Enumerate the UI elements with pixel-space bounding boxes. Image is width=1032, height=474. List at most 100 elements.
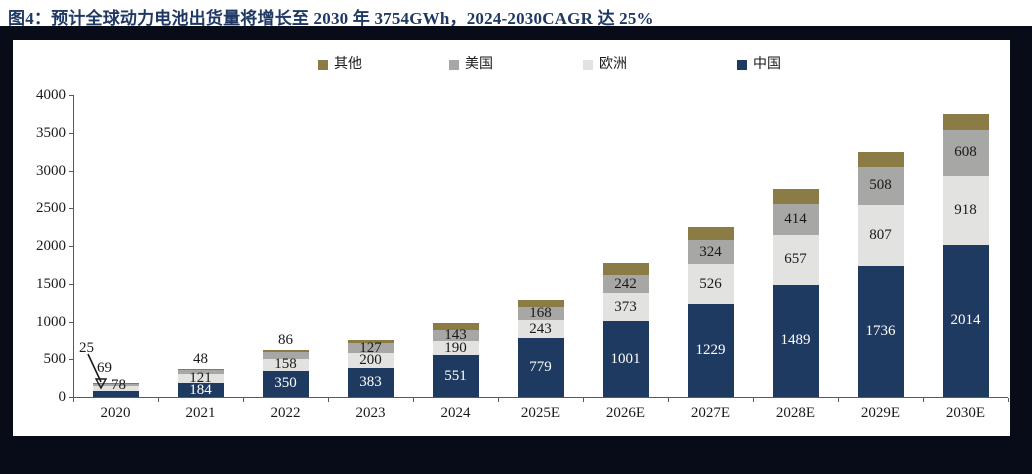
bar-segment-美国 <box>942 129 989 176</box>
y-tick-label: 4000 <box>36 87 66 103</box>
bar-label-美国: 86 <box>278 331 293 348</box>
bar-segment-美国 <box>602 274 649 294</box>
bar-segment-欧洲 <box>262 358 309 371</box>
x-axis-label: 2023 <box>355 405 386 421</box>
bar-label-美国: 127 <box>359 339 382 356</box>
bar-segment-欧洲 <box>517 319 564 339</box>
bar-segment-中国 <box>347 368 394 397</box>
bar-segment-欧洲 <box>602 293 649 322</box>
bar-segment-其他 <box>942 113 989 130</box>
x-tickmark <box>413 398 414 402</box>
x-axis-line <box>73 397 1008 398</box>
y-tick-label: 1000 <box>36 313 66 330</box>
y-tick-label: 3500 <box>36 124 66 141</box>
legend-swatch-icon <box>318 60 328 70</box>
bar-segment-美国 <box>177 370 224 374</box>
x-axis-label: 2024 <box>440 405 471 421</box>
bar-segment-中国 <box>92 391 139 397</box>
x-axis-label: 2022 <box>270 405 301 421</box>
y-tickmark <box>69 283 73 285</box>
bar-label-美国: 324 <box>699 243 722 260</box>
y-tickmark <box>69 321 73 323</box>
bar-label-美国: 508 <box>869 177 892 194</box>
x-axis-label: 2028E <box>775 405 816 421</box>
bar-label-美国: 414 <box>784 210 807 227</box>
legend-swatch-icon <box>449 60 459 70</box>
bar-label-欧洲: 121 <box>189 370 212 387</box>
y-tick-label: 1500 <box>36 275 66 292</box>
bar-segment-美国 <box>92 384 139 386</box>
y-tickmark <box>69 397 73 398</box>
x-tickmark <box>838 398 839 402</box>
x-axis-label: 2027E <box>690 405 731 421</box>
y-tickmark <box>69 359 73 361</box>
legend-item-其他: 其他 <box>318 57 362 73</box>
chart-panel: 其他 美国 欧洲 中国 0 500 1000 1500 2000 2500 3000 3500 4000… <box>13 40 1010 436</box>
bar-label-中国: 350 <box>274 375 297 392</box>
y-tick-label: 2500 <box>36 200 66 217</box>
x-tickmark <box>158 398 159 402</box>
bar-label-欧洲: 243 <box>529 320 552 337</box>
bar-label-欧洲: 158 <box>274 356 297 373</box>
bar-segment-其他 <box>92 383 139 384</box>
legend-swatch-icon <box>583 60 593 70</box>
bar-segment-美国 <box>772 203 819 235</box>
y-tick-label: 0 <box>58 389 67 405</box>
x-axis-label: 2021 <box>185 405 216 421</box>
bar-segment-中国 <box>602 321 649 397</box>
page-edge-right <box>1010 26 1032 474</box>
bar-label-美国: 242 <box>614 275 637 292</box>
legend-label: 其他 <box>334 57 362 72</box>
bar-segment-美国 <box>347 343 394 353</box>
bar-label-欧洲: 190 <box>444 339 467 356</box>
bar-label-欧洲: 373 <box>614 298 637 315</box>
bar-segment-其他 <box>517 299 564 308</box>
legend-label: 欧洲 <box>599 57 627 72</box>
bar-label-中国: 184 <box>189 381 212 398</box>
bar-label-美国: 48 <box>193 351 208 368</box>
bar-segment-欧洲 <box>92 385 139 392</box>
x-tickmark <box>1008 398 1009 402</box>
bar-segment-中国 <box>517 338 564 397</box>
bar-segment-其他 <box>772 188 819 204</box>
bar-label-欧洲: 200 <box>359 352 382 369</box>
bar-label-欧洲: 918 <box>954 201 977 218</box>
bar-segment-其他 <box>177 369 224 371</box>
x-tickmark <box>668 398 669 402</box>
legend-item-美国: 美国 <box>449 57 493 73</box>
x-tickmark <box>243 398 244 402</box>
bar-segment-中国 <box>177 383 224 397</box>
annotation-2020-china: 78 <box>111 377 126 393</box>
legend-item-欧洲: 欧洲 <box>583 57 627 73</box>
bar-label-中国: 1736 <box>865 322 896 339</box>
bar-segment-其他 <box>687 226 734 241</box>
bar-label-美国: 168 <box>529 304 552 321</box>
legend-item-中国: 中国 <box>737 57 781 73</box>
bar-segment-其他 <box>347 339 394 344</box>
y-tick-label: 500 <box>43 351 67 368</box>
bar-segment-欧洲 <box>772 234 819 285</box>
figure-title: 图4：预计全球动力电池出货量将增长至 2030 年 3754GWh，2024-2… <box>8 9 654 28</box>
bar-label-中国: 2014 <box>950 312 981 329</box>
page-edge-bottom <box>0 436 1032 474</box>
bar-segment-中国 <box>432 355 479 397</box>
x-axis-label: 2020 <box>100 405 131 421</box>
bar-segment-其他 <box>432 323 479 331</box>
page-edge-left <box>0 26 13 474</box>
bar-segment-中国 <box>942 244 989 397</box>
bar-label-欧洲: 807 <box>869 226 892 243</box>
legend-swatch-icon <box>737 60 747 70</box>
legend-label: 美国 <box>465 57 493 72</box>
y-tickmark <box>69 170 73 172</box>
bar-segment-其他 <box>857 151 904 167</box>
bar-label-中国: 1229 <box>695 342 726 359</box>
bar-segment-美国 <box>687 240 734 265</box>
x-axis-label: 2030E <box>945 405 986 421</box>
x-tickmark <box>73 398 74 402</box>
bar-label-美国: 608 <box>954 144 977 161</box>
bar-label-中国: 551 <box>444 367 467 384</box>
bar-segment-美国 <box>857 166 904 205</box>
bar-segment-欧洲 <box>857 205 904 266</box>
y-axis-line <box>73 95 74 398</box>
bar-segment-欧洲 <box>347 352 394 369</box>
